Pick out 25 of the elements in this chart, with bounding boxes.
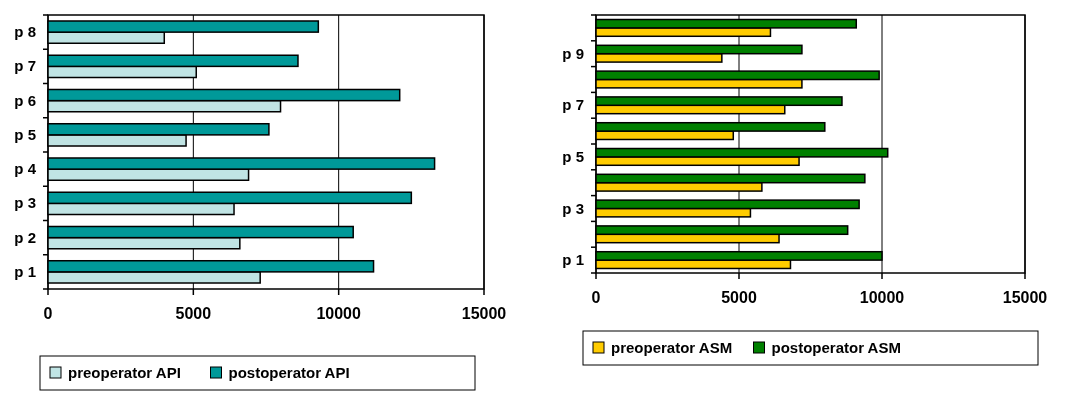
x-tick-label: 0	[43, 305, 53, 322]
y-tick-label: p 4	[14, 160, 37, 178]
legend-label: preoperator ASM	[611, 339, 733, 356]
y-tick-label: p 6	[14, 91, 36, 109]
x-tick-label: 5000	[721, 289, 757, 306]
legend-label: postoperator API	[228, 364, 350, 381]
legend-label: postoperator ASM	[771, 339, 901, 356]
y-tick-label: p 5	[14, 125, 36, 143]
y-tick-label: p 8	[14, 23, 36, 41]
x-tick-label: 15000	[461, 305, 507, 322]
y-tick-label: p 1	[14, 262, 36, 280]
y-tick-label: p 9	[562, 44, 584, 62]
legend-label: preoperator API	[68, 364, 181, 381]
y-tick-label: p 7	[14, 57, 36, 75]
y-tick-label: p 3	[14, 194, 36, 212]
y-tick-label: p 7	[562, 96, 584, 114]
y-tick-label: p 3	[562, 199, 584, 217]
y-tick-label: p 2	[14, 228, 36, 246]
x-tick-label: 10000	[859, 289, 905, 306]
y-tick-label: p 1	[562, 251, 584, 269]
x-tick-label: 0	[591, 289, 601, 306]
x-tick-label: 15000	[1002, 289, 1048, 306]
y-tick-label: p 5	[562, 147, 584, 165]
x-tick-label: 10000	[316, 305, 362, 322]
x-tick-label: 5000	[175, 305, 212, 322]
